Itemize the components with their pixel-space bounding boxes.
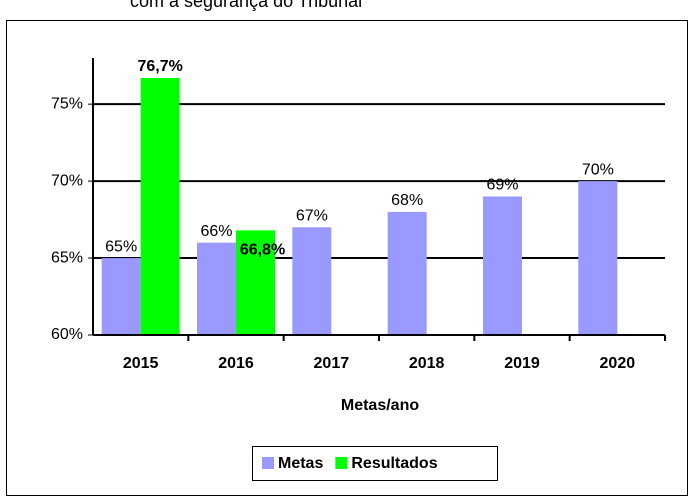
data-label: 70%: [582, 161, 614, 178]
bar: [236, 230, 275, 335]
legend-label: Resultados: [351, 455, 437, 472]
y-tick-label: 75%: [51, 95, 83, 112]
bar: [578, 181, 618, 335]
y-tick-label: 65%: [51, 249, 83, 266]
x-tick-label: 2018: [409, 355, 445, 372]
bar: [140, 78, 180, 335]
x-axis-title: Metas/ano: [341, 397, 419, 414]
y-tick-label: 60%: [51, 326, 83, 343]
x-tick-label: 2016: [218, 355, 254, 372]
data-label: 69%: [486, 177, 518, 194]
bar: [483, 196, 522, 335]
bar: [292, 227, 332, 335]
x-tick-label: 2020: [600, 355, 636, 372]
y-tick-label: 70%: [51, 172, 83, 189]
legend: [252, 446, 498, 481]
data-label: 76,7%: [137, 58, 182, 75]
bar: [387, 211, 427, 335]
chart-border: [6, 20, 688, 496]
legend-swatch: [262, 457, 274, 469]
data-label: 65%: [105, 238, 137, 255]
header-text: com a segurança do Tribunal: [130, 0, 362, 11]
data-label: 66%: [200, 223, 232, 240]
bar: [197, 242, 236, 335]
legend-label: Metas: [278, 455, 323, 472]
legend-swatch: [335, 457, 348, 469]
data-label: 67%: [296, 207, 328, 224]
bar: [101, 258, 141, 335]
data-label: 66,8%: [240, 242, 285, 259]
x-tick-label: 2015: [123, 355, 159, 372]
data-label: 68%: [391, 192, 423, 209]
x-tick-label: 2019: [504, 355, 540, 372]
x-tick-label: 2017: [314, 355, 350, 372]
